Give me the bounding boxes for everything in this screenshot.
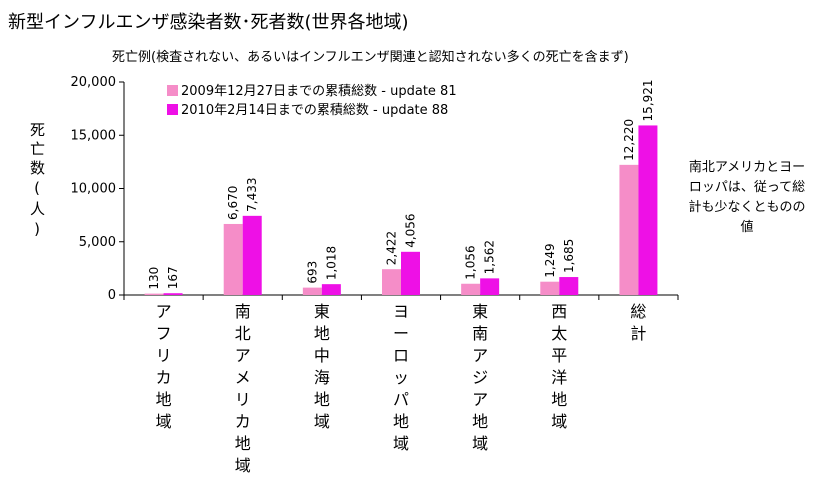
category-label: 西太平洋地域 bbox=[551, 302, 567, 431]
data-label: 1,018 bbox=[324, 246, 338, 280]
bars bbox=[144, 125, 658, 296]
legend-entry: 2009年12月27日までの累積総数 - update 81 bbox=[181, 84, 457, 99]
category-char: 地 bbox=[314, 324, 330, 343]
category-char: 域 bbox=[156, 412, 172, 431]
category-label: 南北アメリカ地域 bbox=[235, 302, 251, 475]
category-char: メ bbox=[235, 368, 251, 387]
category-char: 東 bbox=[472, 302, 488, 321]
data-label: 7,433 bbox=[245, 177, 259, 211]
data-label: 1,562 bbox=[483, 240, 497, 274]
legend-entry: 2010年2月14日までの累積総数 - update 88 bbox=[181, 103, 448, 118]
bar bbox=[559, 277, 579, 295]
bar bbox=[540, 281, 560, 295]
category-char: ア bbox=[472, 390, 488, 409]
category-label: 東南アジア地域 bbox=[472, 302, 488, 453]
category-char: 西 bbox=[551, 302, 567, 321]
category-char: 域 bbox=[314, 412, 330, 431]
category-char: 東 bbox=[314, 302, 330, 321]
category-char: 地 bbox=[472, 412, 488, 431]
bar bbox=[480, 278, 500, 295]
bar bbox=[163, 293, 183, 295]
category-char: 北 bbox=[235, 324, 251, 343]
data-label: 1,249 bbox=[543, 243, 557, 277]
data-label: 130 bbox=[147, 267, 161, 290]
bar bbox=[461, 283, 481, 295]
category-char: ロ bbox=[393, 346, 409, 365]
category-char: カ bbox=[156, 368, 172, 387]
chart-title: 新型インフルエンザ感染者数･死者数(世界各地域) bbox=[8, 12, 409, 33]
bar bbox=[223, 223, 243, 295]
category-char: 域 bbox=[393, 434, 409, 453]
category-char: リ bbox=[156, 346, 172, 365]
data-label: 167 bbox=[166, 266, 180, 289]
bar bbox=[382, 269, 401, 295]
category-char: パ bbox=[393, 390, 409, 409]
category-label: 東地中海地域 bbox=[314, 302, 330, 431]
category-char: ア bbox=[472, 346, 488, 365]
chart-annotation: 南北アメリカとヨーロッパは、従って総計も少なくとものの値 bbox=[688, 160, 806, 235]
category-char: ジ bbox=[472, 368, 488, 387]
bar bbox=[302, 287, 322, 295]
axes: 0 5,000 10,000 15,000 20,000 bbox=[71, 75, 679, 303]
category-char: 中 bbox=[314, 346, 330, 365]
y-axis-label: 死亡数(人) bbox=[28, 122, 46, 242]
category-char: リ bbox=[235, 390, 251, 409]
category-char: 域 bbox=[235, 456, 251, 475]
category-char: 地 bbox=[551, 390, 567, 409]
data-label: 1,685 bbox=[562, 239, 576, 273]
category-char: 南 bbox=[235, 302, 251, 321]
category-char: ア bbox=[156, 302, 172, 321]
y-tick-label: 15,000 bbox=[71, 128, 117, 143]
data-label: 15,921 bbox=[641, 79, 655, 121]
category-labels: アフリカ地域南北アメリカ地域東地中海地域ヨーロッパ地域東南アジア地域西太平洋地域… bbox=[156, 302, 647, 475]
legend-swatch bbox=[167, 104, 178, 115]
category-char: カ bbox=[235, 412, 251, 431]
legend-swatch bbox=[167, 85, 178, 96]
category-char: 地 bbox=[314, 390, 330, 409]
data-label: 12,220 bbox=[622, 119, 636, 161]
bar bbox=[619, 164, 639, 295]
category-label: ヨーロッパ地域 bbox=[393, 302, 409, 453]
category-char: ー bbox=[393, 324, 409, 343]
bar bbox=[638, 125, 658, 296]
category-char: 総 bbox=[630, 302, 646, 321]
category-char: 平 bbox=[551, 346, 567, 365]
bar bbox=[401, 251, 420, 295]
category-char: 地 bbox=[156, 390, 172, 409]
category-char: 南 bbox=[472, 324, 488, 343]
bar bbox=[144, 293, 164, 295]
data-label: 693 bbox=[305, 261, 319, 284]
category-char: 地 bbox=[235, 434, 251, 453]
category-char: 計 bbox=[630, 324, 646, 343]
value-labels: 130 6,670 693 2,422 1,056 1,249 12,220 167 7,433… bbox=[147, 79, 655, 289]
category-char: 域 bbox=[472, 434, 488, 453]
category-char: 洋 bbox=[551, 368, 567, 387]
category-char: 太 bbox=[551, 324, 567, 343]
category-label: 総計 bbox=[630, 302, 646, 343]
bar bbox=[242, 215, 262, 295]
category-char: 海 bbox=[314, 368, 330, 387]
category-char: フ bbox=[156, 324, 172, 343]
y-tick-label: 5,000 bbox=[79, 235, 116, 250]
category-char: ア bbox=[235, 346, 251, 365]
data-label: 1,056 bbox=[464, 245, 478, 279]
y-tick-label: 20,000 bbox=[71, 75, 117, 90]
chart-subtitle: 死亡例(検査されない、あるいはインフルエンザ関連と認知されない多くの死亡を含まず… bbox=[112, 50, 629, 65]
y-tick-label: 10,000 bbox=[71, 182, 117, 197]
data-label: 4,056 bbox=[404, 213, 418, 247]
bar bbox=[321, 284, 341, 295]
category-char: 地 bbox=[393, 412, 409, 431]
data-label: 6,670 bbox=[226, 186, 240, 220]
category-char: ヨ bbox=[393, 302, 409, 321]
category-label: アフリカ地域 bbox=[156, 302, 172, 431]
category-char: ッ bbox=[393, 368, 409, 387]
legend: 2009年12月27日までの累積総数 - update 81 2010年2月14日… bbox=[167, 84, 457, 118]
y-tick-label: 0 bbox=[108, 288, 116, 303]
data-label: 2,422 bbox=[385, 231, 399, 265]
category-char: 域 bbox=[551, 412, 567, 431]
